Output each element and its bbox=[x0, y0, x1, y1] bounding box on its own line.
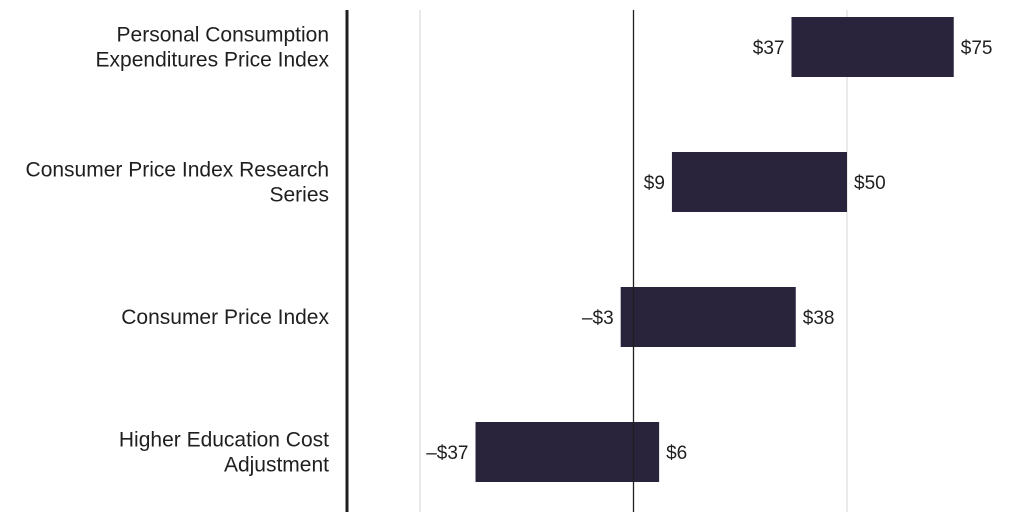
category-label: Personal Consumption bbox=[117, 24, 329, 47]
range-high-label: $50 bbox=[854, 173, 886, 194]
range-bar bbox=[791, 17, 954, 77]
range-bar bbox=[671, 152, 847, 212]
range-low-label: –$3 bbox=[582, 308, 614, 329]
gridlines bbox=[419, 10, 848, 512]
category-label: Expenditures Price Index bbox=[96, 49, 330, 72]
category-label: Adjustment bbox=[224, 454, 329, 477]
range-bar bbox=[475, 422, 660, 482]
category-label: Consumer Price Index bbox=[121, 306, 329, 329]
range-bar bbox=[620, 287, 796, 347]
axes bbox=[345, 10, 635, 512]
range-high-label: $6 bbox=[666, 443, 687, 464]
category-label: Consumer Price Index Research bbox=[26, 159, 329, 182]
range-low-label: –$37 bbox=[426, 443, 468, 464]
range-high-label: $38 bbox=[803, 308, 835, 329]
range-low-label: $9 bbox=[644, 173, 665, 194]
category-label: Higher Education Cost bbox=[119, 429, 329, 452]
range-high-label: $75 bbox=[961, 38, 993, 59]
bars bbox=[475, 17, 954, 482]
category-label: Series bbox=[269, 184, 329, 207]
range-low-label: $37 bbox=[753, 38, 785, 59]
